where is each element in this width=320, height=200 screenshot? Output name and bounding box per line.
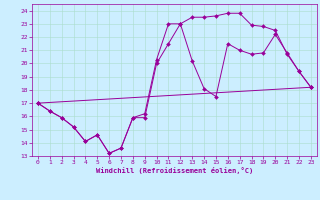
X-axis label: Windchill (Refroidissement éolien,°C): Windchill (Refroidissement éolien,°C) [96, 167, 253, 174]
